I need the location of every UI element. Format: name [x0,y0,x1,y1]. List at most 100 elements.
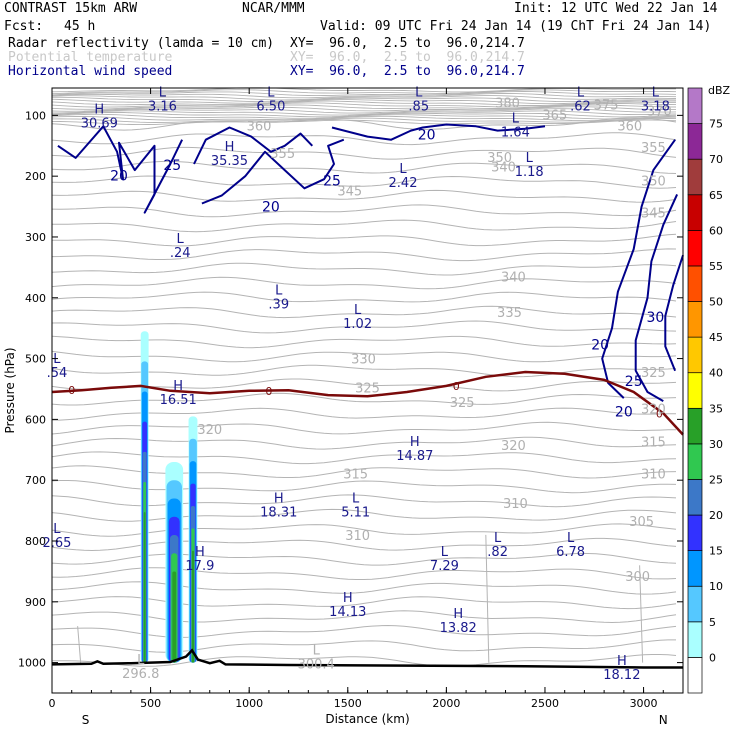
wind-contour [193,126,314,165]
y-tick-label: 100 [25,109,46,122]
colorbar-label: 30 [709,438,723,451]
freezing-level-label: 0 [68,384,75,397]
colorbar-label: 50 [709,296,723,309]
extremum-letter: L [177,232,185,247]
extremum-value: 18.12 [603,668,640,683]
wind-contour [664,254,684,372]
extremum-value: 14.13 [329,605,366,620]
extremum-letter: L [53,522,61,537]
theta-label: 320 [641,402,666,417]
extremum-value: 2.42 [389,176,418,191]
y-tick-label: 200 [25,170,46,183]
y-axis-title: Pressure (hPa) [3,347,17,433]
colorbar-units: dBZ [708,84,731,97]
theta-label: 315 [641,436,666,451]
freezing-level: 0 0 0 0 [51,370,684,436]
theta-contour [51,104,677,110]
theta-label: 315 [343,467,368,482]
colorbar-swatch [687,407,703,445]
theta-contour [51,87,677,93]
forecast-label: Fcst: [4,19,44,34]
colorbar-label: 0 [709,651,716,664]
theta-contour [51,110,677,116]
extremum-letter: H [410,435,420,450]
theta-contour [51,639,676,653]
extremum-letter: H [617,654,627,669]
freezing-level-label: 0 [265,385,272,398]
extremum-value: .62 [570,99,591,114]
extremum-value: 6.78 [556,545,585,560]
colorbar-swatch [687,550,703,587]
theta-contour [51,106,676,112]
theta-contour [51,523,677,537]
colorbar-swatch [687,301,703,338]
field-wind-name: Horizontal wind speed [8,64,173,79]
y-tick-label: 700 [25,474,46,487]
theta-label: 355 [270,147,295,162]
y-tick-label: 500 [25,353,46,366]
theta-label: 305 [629,515,654,530]
model-title: CONTRAST 15km ARW [4,1,138,16]
extremum-value: 1.64 [501,126,530,141]
theta-label: 325 [450,396,475,411]
colorbar-swatch [687,336,703,374]
y-tick-label: 400 [25,292,46,305]
theta-contour [51,581,677,595]
theta-contour [77,626,82,663]
theta-contour [51,89,677,95]
y-tick-label: 1000 [18,657,46,670]
theta-contour [51,421,677,435]
wind-label: 20 [262,199,280,215]
colorbar-swatch [687,479,703,516]
colorbar-swatch [687,372,703,409]
south-label: S [82,713,90,727]
colorbar-label: 40 [709,367,723,380]
theta-contour [51,276,677,290]
extremum-letter: H [195,545,205,560]
extremum-letter: L [137,653,145,668]
theta-contour [51,108,677,114]
colorbar-swatch [687,585,703,623]
y-tick-label: 300 [25,231,46,244]
theta-label: 310 [345,529,370,544]
extremum-value: 3.18 [641,99,670,114]
theta-label: 325 [641,366,666,381]
wind-label: 25 [323,173,341,189]
x-tick-label: 2000 [432,697,460,710]
theta-contour [51,102,677,108]
extremum-letter: L [352,492,360,507]
extremum-value: 1.02 [343,317,372,332]
terrain [51,648,683,669]
theta-contour [51,91,677,97]
y-tick-label: 800 [25,535,46,548]
extremum-letter: H [274,492,284,507]
colorbar: 0 5 10 15 20 25 30 35 40 45 50 55 60 65 70 75 dBZ [687,84,731,694]
extremum-letter: L [567,531,575,546]
extremum-letter: L [512,112,520,127]
north-label: N [659,713,668,727]
wind-label: 30 [646,310,664,326]
x-tick-label: 1500 [334,697,362,710]
extremum-letter: L [526,151,534,166]
extremum-letter: L [494,531,502,546]
theta-contour [51,305,677,319]
theta-contour [51,117,677,123]
extremum-letter: L [652,85,660,100]
wind-contour [57,125,183,214]
theta-contour [51,111,677,118]
theta-label: 325 [355,382,380,397]
colorbar-label: 60 [709,224,723,237]
theta-contour [51,100,676,106]
colorbar-label: 70 [709,153,723,166]
theta-contour [51,93,677,99]
extremum-letter: H [343,591,353,606]
extremum-value: 30.69 [81,117,118,132]
extremum-value: 13.82 [440,621,477,636]
wind-contour [331,123,546,141]
init-time: Init: 12 UTC Wed 22 Jan 14 [514,1,718,16]
field-theta-xy: XY= 96.0, 2.5 to 96.0,214.7 [290,50,525,65]
reflectivity-fill [140,331,198,663]
colorbar-label: 35 [709,402,723,415]
